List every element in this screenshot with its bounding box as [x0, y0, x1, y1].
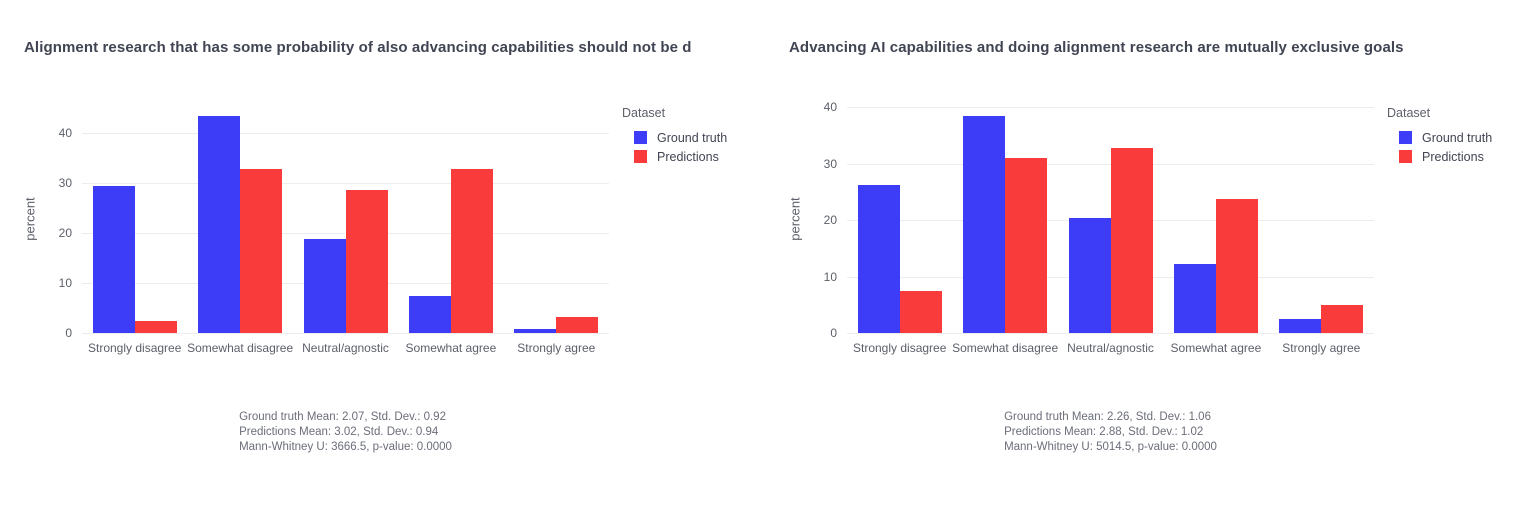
gridline-40: [82, 133, 609, 134]
bar-predictions-somewhat-agree[interactable]: [450, 169, 493, 333]
bar-ground-truth-somewhat-disagree[interactable]: [963, 115, 1006, 333]
legend-label-predictions: Predictions: [657, 149, 719, 164]
y-tick-label-40: 40: [823, 100, 837, 115]
legend-item-predictions[interactable]: Predictions: [622, 147, 727, 166]
x-tick-label-somewhat-disagree: Somewhat disagree: [952, 341, 1059, 355]
legend-label-predictions: Predictions: [1422, 149, 1484, 164]
plot-area: [82, 105, 609, 334]
legend-swatch-predictions: [634, 150, 647, 163]
legend-swatch-predictions: [1399, 150, 1412, 163]
legend: Dataset Ground truth Predictions: [622, 106, 727, 166]
stats-line-2: Predictions Mean: 3.02, Std. Dev.: 0.94: [239, 426, 439, 438]
x-tick-label-somewhat-disagree: Somewhat disagree: [187, 341, 294, 355]
stats-line-1: Ground truth Mean: 2.26, Std. Dev.: 1.06: [1004, 411, 1211, 423]
legend-swatch-ground-truth: [1399, 131, 1412, 144]
legend-items: Ground truth Predictions: [1387, 128, 1492, 166]
legend-items: Ground truth Predictions: [622, 128, 727, 166]
bar-predictions-somewhat-disagree[interactable]: [1005, 157, 1048, 333]
x-tick-label-strongly-disagree: Strongly disagree: [87, 341, 182, 355]
legend-label-ground-truth: Ground truth: [1422, 130, 1493, 145]
bar-predictions-strongly-disagree[interactable]: [899, 291, 942, 333]
bar-predictions-neutral-agnostic[interactable]: [345, 189, 388, 333]
bar-ground-truth-neutral-agnostic[interactable]: [303, 238, 346, 333]
stats-annotation: Ground truth Mean: 2.26, Std. Dev.: 1.06…: [847, 410, 1374, 455]
bar-ground-truth-somewhat-agree[interactable]: [408, 296, 451, 333]
gridline-30: [82, 183, 609, 184]
legend-title: Dataset: [1387, 106, 1431, 120]
bar-ground-truth-strongly-disagree[interactable]: [92, 185, 135, 333]
chart-panel-left: Alignment research that has some probabi…: [23, 39, 728, 455]
stats-line-3: Mann-Whitney U: 5014.5, p-value: 0.0000: [1004, 441, 1217, 453]
y-tick-label-0: 0: [65, 326, 72, 340]
stats-annotation: Ground truth Mean: 2.07, Std. Dev.: 0.92…: [82, 410, 609, 455]
x-tick-label-neutral-agnostic: Neutral/agnostic: [302, 341, 389, 355]
y-tick-label-0: 0: [830, 326, 837, 340]
plot-area: [847, 105, 1374, 334]
chart-panel-right: Advancing AI capabilities and doing alig…: [765, 0, 1530, 505]
legend-label-ground-truth: Ground truth: [657, 130, 728, 145]
bar-ground-truth-strongly-disagree[interactable]: [857, 185, 900, 333]
x-tick-label-strongly-disagree: Strongly disagree: [852, 341, 947, 355]
stats-line-3: Mann-Whitney U: 3666.5, p-value: 0.0000: [239, 441, 452, 453]
y-tick-label-10: 10: [58, 276, 72, 290]
legend-swatch-ground-truth: [634, 131, 647, 144]
chart-title: Alignment research that has some probabi…: [24, 39, 692, 56]
gridline-0: [82, 333, 609, 334]
x-tick-label-neutral-agnostic: Neutral/agnostic: [1067, 341, 1154, 355]
x-tick-label-somewhat-agree: Somewhat agree: [405, 341, 497, 355]
x-tick-label-strongly-agree: Strongly agree: [517, 341, 596, 355]
stats-annotation-text: Ground truth Mean: 2.07, Std. Dev.: 0.92…: [239, 410, 452, 455]
stats-annotation-text: Ground truth Mean: 2.26, Std. Dev.: 1.06…: [1004, 410, 1217, 455]
gridline-40: [847, 107, 1374, 109]
legend-item-ground-truth[interactable]: Ground truth: [1387, 128, 1492, 147]
x-tick-label-somewhat-agree: Somewhat agree: [1170, 341, 1262, 355]
bar-ground-truth-neutral-agnostic[interactable]: [1068, 217, 1111, 333]
x-tick-label-strongly-agree: Strongly agree: [1282, 341, 1361, 355]
gridline-0: [847, 333, 1374, 334]
legend-item-predictions[interactable]: Predictions: [1387, 147, 1492, 166]
bar-predictions-neutral-agnostic[interactable]: [1110, 147, 1153, 333]
y-tick-label-40: 40: [58, 126, 72, 140]
y-tick-label-30: 30: [58, 176, 72, 190]
bar-predictions-strongly-disagree[interactable]: [134, 320, 177, 333]
bar-ground-truth-somewhat-disagree[interactable]: [198, 115, 241, 333]
stats-line-1: Ground truth Mean: 2.07, Std. Dev.: 0.92: [239, 411, 446, 423]
bar-ground-truth-strongly-agree[interactable]: [1279, 318, 1322, 333]
y-tick-label-20: 20: [823, 213, 837, 228]
legend-title: Dataset: [622, 106, 666, 120]
bar-predictions-somewhat-disagree[interactable]: [240, 169, 283, 333]
y-tick-label-10: 10: [823, 269, 837, 284]
bar-ground-truth-somewhat-agree[interactable]: [1173, 263, 1216, 333]
bar-predictions-strongly-agree[interactable]: [1321, 304, 1364, 333]
chart-title: Advancing AI capabilities and doing alig…: [789, 39, 1404, 56]
bar-predictions-somewhat-agree[interactable]: [1215, 198, 1258, 333]
y-tick-label-30: 30: [823, 156, 837, 171]
legend: Dataset Ground truth Predictions: [1387, 106, 1492, 166]
bar-predictions-strongly-agree[interactable]: [556, 316, 599, 333]
bar-ground-truth-strongly-agree[interactable]: [514, 329, 557, 333]
y-tick-label-20: 20: [58, 226, 72, 240]
stats-line-2: Predictions Mean: 2.88, Std. Dev.: 1.02: [1004, 426, 1204, 438]
legend-item-ground-truth[interactable]: Ground truth: [622, 128, 727, 147]
